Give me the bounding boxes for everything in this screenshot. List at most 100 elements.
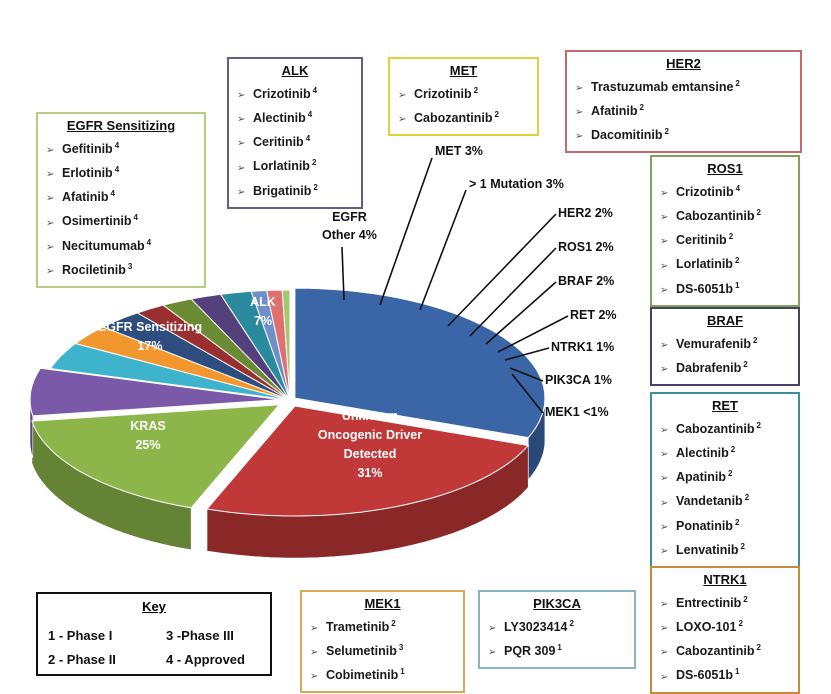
drug-phase: 4	[307, 110, 313, 120]
drug-item: ➢ Apatinib 2	[660, 464, 790, 488]
arrow-bullet-icon: ➢	[660, 340, 669, 352]
key-legend: Key 1 - Phase I 3 -Phase III 2 - Phase I…	[36, 592, 272, 676]
arrow-bullet-icon: ➢	[46, 265, 55, 277]
drug-item: ➢ Crizotinib 4	[660, 179, 790, 203]
arrow-bullet-icon: ➢	[46, 217, 55, 229]
leader-line	[447, 213, 557, 327]
drug-item: ➢ Vandetanib 2	[660, 488, 790, 512]
her2-box-title: HER2	[666, 56, 701, 71]
drug-name: Apatinib	[676, 470, 726, 485]
drug-name: LOXO-101	[676, 620, 737, 635]
drug-phase: 2	[730, 445, 736, 455]
mek1-box-title: MEK1	[364, 596, 401, 611]
drug-name: Necitumumab	[62, 238, 145, 253]
drug-item: ➢ Ponatinib 2	[660, 513, 790, 537]
leader-line	[485, 281, 557, 345]
drug-phase: 2	[756, 208, 761, 218]
drug-name: Dacomitinib	[591, 128, 663, 143]
ros1-box-title: ROS1	[707, 161, 743, 176]
drug-item: ➢ Crizotinib 4	[237, 81, 353, 105]
mek1-box: MEK1 ➢ Trametinib 2 ➢ Selumetinib 3 ➢ Cobimetini…	[300, 590, 465, 694]
pie-slice-egfr-sensitizing	[31, 404, 281, 509]
drug-phase: 2	[664, 127, 669, 137]
drug-name: Rociletinib	[62, 262, 126, 277]
slice-label: Unknown Oncogenic Driver Detected 31%	[318, 409, 422, 480]
egfr-box-title: EGFR Sensitizing	[66, 118, 176, 133]
braf-box-title: BRAF	[706, 313, 744, 328]
drug-item: ➢ DS-6051b 1	[660, 662, 790, 686]
arrow-bullet-icon: ➢	[660, 671, 669, 683]
drug-item: ➢ Trastuzumab emtansine 2	[575, 74, 792, 98]
drug-item: ➢ Cobimetinib 1	[310, 662, 455, 686]
drug-phase: 2	[753, 336, 758, 345]
arrow-bullet-icon: ➢	[488, 647, 497, 659]
drug-name: Ceritinib	[676, 233, 727, 248]
pik3ca-box: PIK3CA ➢ LY3023414 2 ➢ PQR 309 1	[478, 590, 636, 670]
drug-item: ➢ Cabozantinib 2	[398, 105, 529, 129]
slice-label: ALK 7%	[250, 295, 276, 328]
arrow-bullet-icon: ➢	[660, 521, 669, 533]
key-phase-1: 1 - Phase I	[48, 628, 113, 643]
drug-name: Erlotinib	[62, 166, 113, 181]
drug-phase: 2	[494, 110, 499, 120]
drug-name: Crizotinib	[414, 87, 472, 102]
drug-name: Cabozantinib	[414, 111, 493, 126]
drug-phase: 3	[398, 643, 404, 653]
drug-item: ➢ Lenvatinib 2	[660, 537, 790, 561]
drug-name: Ponatinib	[676, 518, 733, 533]
drug-name: DS-6051b	[676, 281, 733, 296]
met-box-title: MET	[449, 63, 478, 78]
drug-name: Alectinib	[676, 446, 729, 461]
drug-phase: 4	[114, 141, 120, 150]
arrow-bullet-icon: ➢	[575, 83, 584, 95]
arrow-bullet-icon: ➢	[46, 145, 55, 157]
drug-phase: 4	[114, 165, 120, 175]
pie-slice-unknown-oncogenic-driver-detected	[294, 287, 546, 439]
drug-name: Lorlatinib	[676, 257, 733, 272]
pik3ca-box-title: PIK3CA	[533, 596, 581, 611]
drug-phase: 4	[110, 189, 115, 199]
drug-phase: 2	[639, 103, 644, 113]
drug-name: Afatinib	[591, 104, 638, 119]
arrow-bullet-icon: ➢	[660, 212, 669, 224]
callout-pik3ca: PIK3CA 1%	[545, 373, 612, 387]
arrow-bullet-icon: ➢	[310, 647, 319, 659]
arrow-bullet-icon: ➢	[660, 623, 669, 635]
key-title: Key	[142, 599, 166, 614]
arrow-bullet-icon: ➢	[398, 114, 407, 126]
slice-label: KRAS 25%	[130, 419, 165, 452]
drug-name: Trastuzumab emtansine	[591, 80, 734, 95]
pie-slice-her2	[136, 304, 291, 401]
drug-item: ➢ Cabozantinib 2	[660, 203, 790, 227]
arrow-bullet-icon: ➢	[660, 473, 669, 485]
drug-item: ➢ Trametinib 2	[310, 614, 455, 638]
callout-multi-mutation: > 1 Mutation 3%	[469, 177, 564, 191]
arrow-bullet-icon: ➢	[660, 449, 669, 461]
arrow-bullet-icon: ➢	[660, 599, 669, 611]
drug-phase: 2	[756, 643, 761, 653]
arrow-bullet-icon: ➢	[237, 90, 246, 102]
drug-name: Crizotinib	[676, 185, 734, 200]
drug-phase: 2	[391, 619, 396, 628]
drug-name: Alectinib	[253, 111, 306, 126]
arrow-bullet-icon: ➢	[660, 497, 669, 509]
arrow-bullet-icon: ➢	[237, 162, 246, 174]
drug-phase: 2	[744, 493, 750, 503]
drug-phase: 1	[734, 280, 740, 290]
ros1-box: ROS1 ➢ Crizotinib 4 ➢ Cabozantinib 2 ➢ Ceritinib…	[650, 155, 800, 307]
drug-phase: 2	[740, 541, 745, 551]
arrow-bullet-icon: ➢	[575, 131, 584, 143]
leader-line	[419, 189, 467, 311]
drug-phase: 2	[735, 79, 740, 88]
drug-name: Brigatinib	[253, 183, 312, 198]
her2-box: HER2 ➢ Trastuzumab emtansine 2 ➢ Afatinib 2 ➢ Da…	[565, 50, 802, 154]
drug-name: Vandetanib	[676, 494, 743, 509]
drug-phase: 4	[735, 184, 741, 193]
drug-phase: 4	[133, 213, 138, 223]
pie-slice-ros1	[162, 298, 291, 401]
drug-item: ➢ Lorlatinib 2	[660, 251, 790, 275]
arrow-bullet-icon: ➢	[660, 260, 669, 272]
leader-line	[497, 315, 569, 353]
arrow-bullet-icon: ➢	[660, 236, 669, 248]
